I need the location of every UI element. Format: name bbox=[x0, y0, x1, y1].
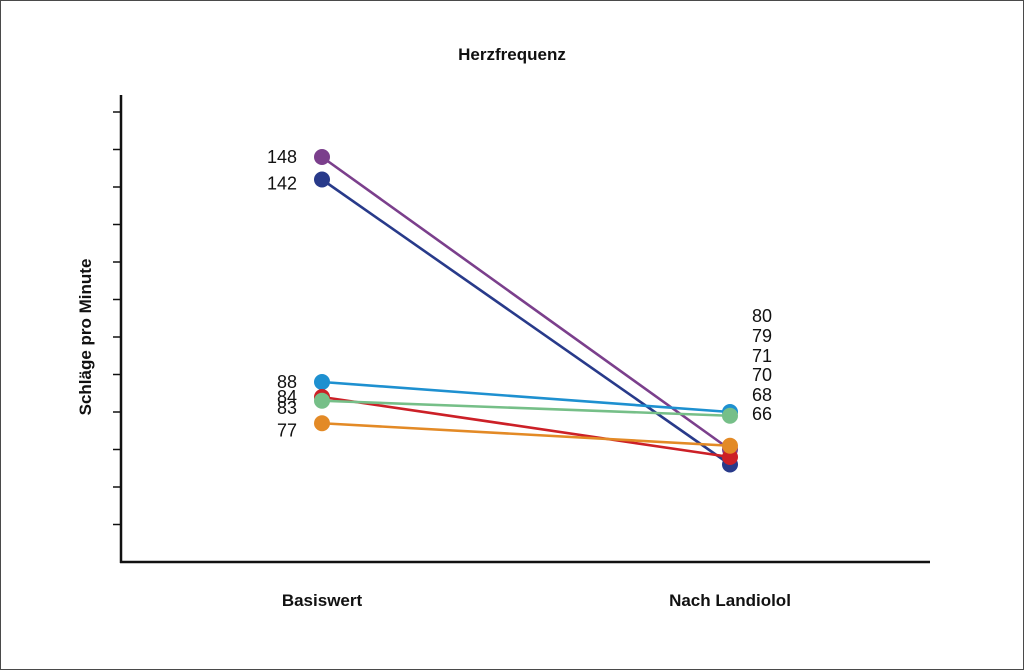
data-label-left-1: 142 bbox=[267, 174, 297, 194]
x-tick-label-0: Basiswert bbox=[282, 591, 363, 610]
point-5-1 bbox=[722, 437, 738, 454]
data-label-right-4: 68 bbox=[752, 385, 772, 405]
chart-title: Herzfrequenz bbox=[458, 45, 566, 64]
series-line-4 bbox=[321, 399, 731, 418]
point-3-1 bbox=[722, 449, 738, 465]
point-2-0 bbox=[314, 374, 330, 390]
data-label-left-0: 148 bbox=[267, 147, 297, 167]
data-label-left-2: 88 bbox=[277, 372, 297, 392]
x-tick-label-1: Nach Landiolol bbox=[669, 591, 791, 610]
data-label-left-3: 84 bbox=[277, 387, 297, 407]
data-label-left-5: 77 bbox=[277, 420, 297, 440]
series-line-5 bbox=[321, 421, 731, 448]
point-4-0 bbox=[314, 392, 330, 409]
data-label-right-5: 66 bbox=[752, 404, 772, 424]
series-line-2 bbox=[321, 380, 731, 414]
point-0-0 bbox=[314, 149, 330, 165]
point-5-0 bbox=[314, 415, 330, 432]
point-1-0 bbox=[314, 171, 330, 188]
series-line-3 bbox=[321, 395, 731, 459]
data-label-right-0: 80 bbox=[752, 306, 772, 326]
data-label-right-2: 71 bbox=[752, 346, 772, 366]
data-label-right-1: 79 bbox=[752, 326, 772, 346]
data-label-left-4: 83 bbox=[277, 398, 297, 418]
point-4-1 bbox=[722, 407, 738, 424]
series-line-1 bbox=[321, 178, 731, 466]
series-line-0 bbox=[321, 155, 731, 451]
data-label-right-3: 70 bbox=[752, 365, 772, 385]
